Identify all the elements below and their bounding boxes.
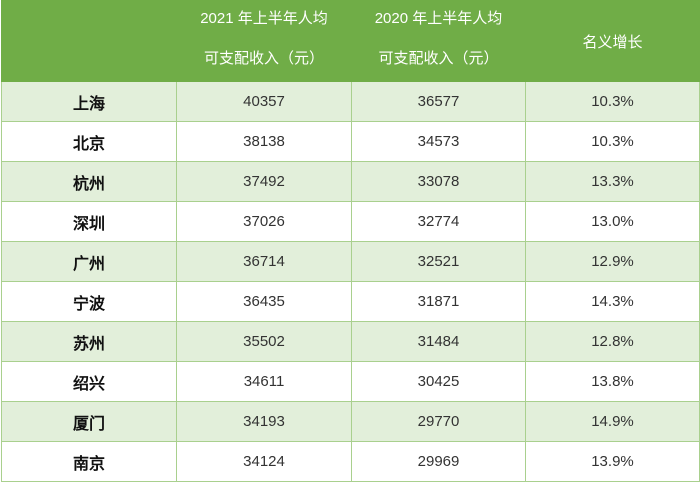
- city-cell: 广州: [1, 241, 177, 282]
- table-row: 宁波 36435 31871 14.3%: [1, 281, 700, 322]
- city-cell: 北京: [1, 121, 177, 162]
- header-2020: 2020 年上半年人均 可支配收入（元）: [351, 0, 526, 82]
- income-2020-cell: 33078: [351, 161, 526, 202]
- header-city: [1, 0, 177, 82]
- income-2021-cell: 36435: [176, 281, 352, 322]
- table-row: 南京 34124 29969 13.9%: [1, 441, 700, 482]
- header-growth: 名义增长: [525, 0, 700, 82]
- table-row: 苏州 35502 31484 12.8%: [1, 321, 700, 362]
- income-2021-cell: 37026: [176, 201, 352, 242]
- header-2021: 2021 年上半年人均 可支配收入（元）: [176, 0, 352, 82]
- table-row: 深圳 37026 32774 13.0%: [1, 201, 700, 242]
- table-row: 绍兴 34611 30425 13.8%: [1, 361, 700, 402]
- income-2020-cell: 32521: [351, 241, 526, 282]
- income-2021-cell: 34611: [176, 361, 352, 402]
- growth-cell: 14.3%: [525, 281, 700, 322]
- income-2021-cell: 34193: [176, 401, 352, 442]
- table-row: 北京 38138 34573 10.3%: [1, 121, 700, 162]
- income-2020-cell: 31871: [351, 281, 526, 322]
- income-2020-cell: 34573: [351, 121, 526, 162]
- growth-cell: 12.9%: [525, 241, 700, 282]
- growth-cell: 13.8%: [525, 361, 700, 402]
- income-2021-cell: 37492: [176, 161, 352, 202]
- city-cell: 杭州: [1, 161, 177, 202]
- table-row: 上海 40357 36577 10.3%: [1, 81, 700, 122]
- city-cell: 绍兴: [1, 361, 177, 402]
- income-2021-cell: 34124: [176, 441, 352, 482]
- income-2021-cell: 36714: [176, 241, 352, 282]
- city-cell: 宁波: [1, 281, 177, 322]
- income-2020-cell: 32774: [351, 201, 526, 242]
- income-2020-cell: 29770: [351, 401, 526, 442]
- header-row: 2021 年上半年人均 可支配收入（元） 2020 年上半年人均 可支配收入（元…: [1, 0, 700, 82]
- table-row: 杭州 37492 33078 13.3%: [1, 161, 700, 202]
- growth-cell: 10.3%: [525, 121, 700, 162]
- city-cell: 深圳: [1, 201, 177, 242]
- table-row: 广州 36714 32521 12.9%: [1, 241, 700, 282]
- growth-cell: 13.9%: [525, 441, 700, 482]
- income-2020-cell: 29969: [351, 441, 526, 482]
- growth-cell: 13.3%: [525, 161, 700, 202]
- income-2020-cell: 30425: [351, 361, 526, 402]
- income-2020-cell: 36577: [351, 81, 526, 122]
- growth-cell: 10.3%: [525, 81, 700, 122]
- income-2021-cell: 40357: [176, 81, 352, 122]
- city-cell: 上海: [1, 81, 177, 122]
- growth-cell: 13.0%: [525, 201, 700, 242]
- income-2021-cell: 38138: [176, 121, 352, 162]
- growth-cell: 14.9%: [525, 401, 700, 442]
- city-cell: 苏州: [1, 321, 177, 362]
- income-2021-cell: 35502: [176, 321, 352, 362]
- income-2020-cell: 31484: [351, 321, 526, 362]
- table-row: 厦门 34193 29770 14.9%: [1, 401, 700, 442]
- growth-cell: 12.8%: [525, 321, 700, 362]
- city-cell: 南京: [1, 441, 177, 482]
- city-cell: 厦门: [1, 401, 177, 442]
